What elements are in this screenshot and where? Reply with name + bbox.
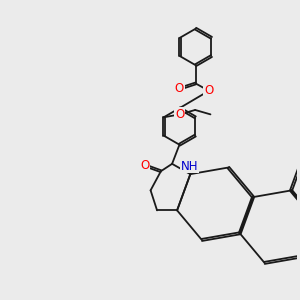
Text: NH: NH	[181, 160, 198, 172]
Text: O: O	[175, 82, 184, 95]
Text: O: O	[140, 159, 149, 172]
Text: O: O	[175, 108, 184, 121]
Text: O: O	[204, 84, 214, 97]
